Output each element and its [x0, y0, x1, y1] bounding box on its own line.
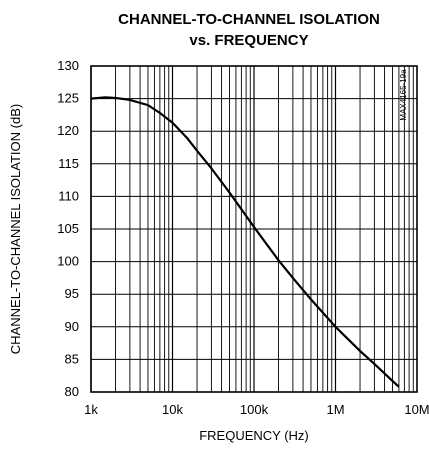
y-tick-label: 105 [57, 221, 79, 236]
chart-subtitle: vs. FREQUENCY [189, 32, 308, 49]
y-tick-label: 95 [65, 286, 79, 301]
x-tick-label: 1M [326, 402, 344, 417]
y-tick-label: 115 [58, 156, 79, 171]
x-tick-label: 100k [240, 402, 269, 417]
y-tick-label: 125 [57, 91, 79, 106]
x-tick-label: 1k [84, 402, 98, 417]
chart-grid [90, 65, 417, 393]
part-number-label: MAX4165-19a [399, 69, 408, 121]
y-tick-label: 85 [65, 351, 79, 366]
x-axis-label: FREQUENCY (Hz) [199, 428, 309, 443]
plot-frame [90, 65, 418, 393]
y-tick-label: 130 [57, 58, 79, 73]
y-tick-label: 120 [57, 123, 79, 138]
y-tick-label: 80 [65, 384, 79, 399]
isolation-curve [90, 96, 400, 388]
y-axis-label: CHANNEL-TO-CHANNEL ISOLATION (dB) [8, 104, 23, 354]
y-tick-labels: 80 85 90 95 100 105 110 115 120 125 130 [57, 58, 79, 399]
y-tick-label: 100 [57, 254, 79, 269]
y-tick-label: 90 [65, 319, 79, 334]
x-tick-label: 10k [162, 402, 183, 417]
x-tick-label: 10M [404, 402, 429, 417]
y-tick-label: 110 [58, 188, 79, 203]
chart-title: CHANNEL-TO-CHANNEL ISOLATION [118, 11, 380, 28]
x-tick-labels: 1k 10k 100k 1M 10M [84, 402, 429, 417]
